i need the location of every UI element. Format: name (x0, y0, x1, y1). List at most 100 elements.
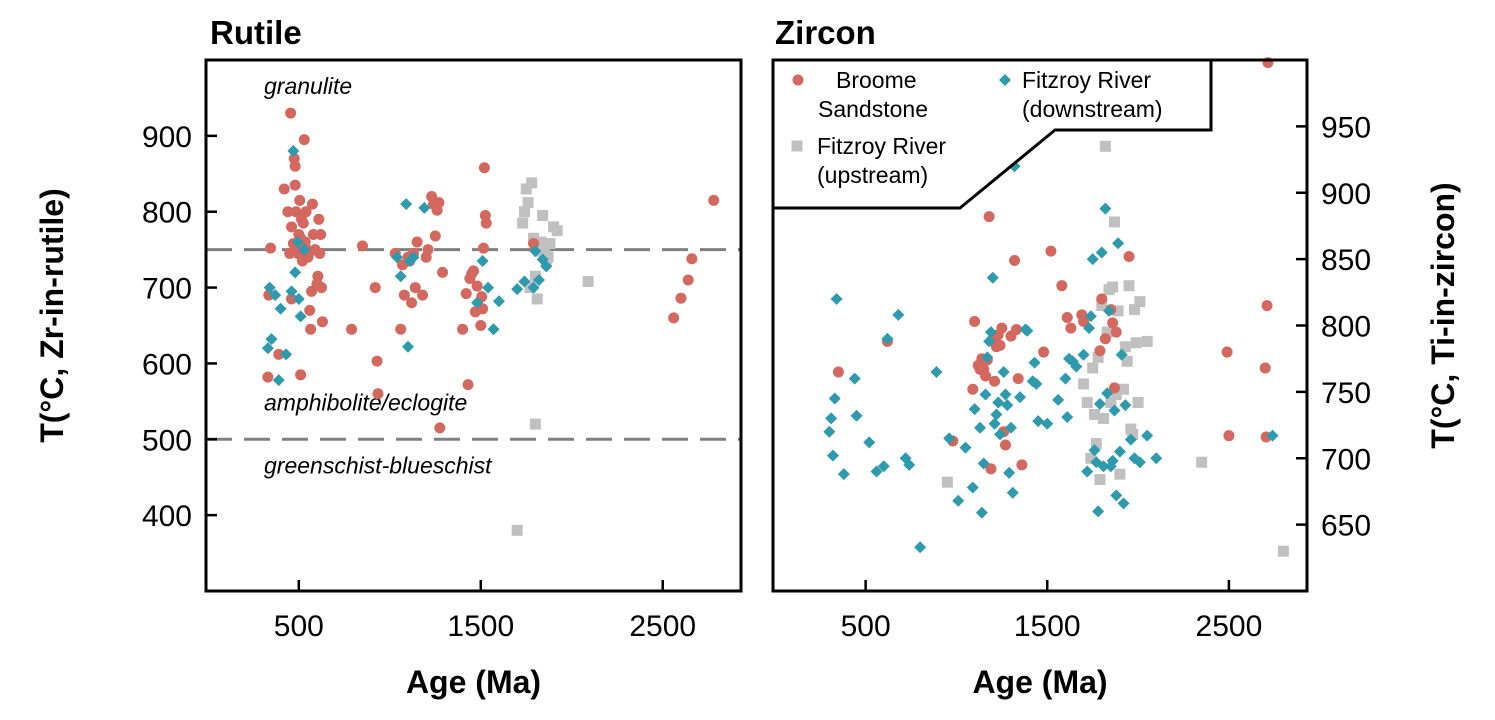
data-point (306, 198, 318, 210)
data-point (1133, 456, 1146, 469)
panel-rutile: Rutile granulite amphibolite/eclogite green… (34, 14, 743, 700)
data-point (1141, 429, 1154, 442)
data-point (999, 439, 1011, 451)
data-point (1101, 387, 1114, 400)
legend-box (771, 58, 1213, 210)
data-point (1097, 460, 1110, 473)
data-point (1105, 396, 1117, 408)
data-point (478, 162, 490, 174)
data-point (1108, 404, 1121, 417)
data-point (1078, 316, 1090, 328)
series-diamond (823, 160, 1279, 554)
data-point (1099, 202, 1112, 215)
data-point (1141, 335, 1153, 347)
data-point (1090, 438, 1102, 450)
data-point (823, 425, 836, 438)
data-point (1030, 377, 1043, 390)
legend: Broome Sandstone Fitzroy River (downstream)… (771, 58, 1213, 210)
data-point (282, 206, 294, 218)
data-point (930, 365, 943, 378)
data-point (476, 255, 489, 268)
data-point (391, 251, 404, 264)
data-point (551, 225, 563, 237)
data-point (850, 409, 863, 422)
data-point (287, 145, 300, 158)
data-point (369, 282, 381, 294)
data-point (1045, 245, 1057, 257)
data-point (1119, 341, 1131, 353)
data-point (1009, 254, 1021, 266)
data-point (529, 418, 541, 430)
y-tick-label: 700 (1321, 443, 1371, 476)
data-point (313, 213, 325, 225)
data-point (830, 292, 843, 305)
data-point (289, 179, 301, 191)
data-point (460, 288, 472, 300)
data-point (914, 541, 927, 554)
data-point (1124, 433, 1137, 446)
data-point (983, 335, 996, 348)
data-point (1121, 355, 1133, 367)
x-tick-label: 1500 (1014, 610, 1081, 643)
data-point (544, 238, 556, 250)
data-point (1108, 382, 1120, 394)
data-point (1117, 497, 1130, 510)
data-point (959, 441, 972, 454)
data-point (1081, 465, 1094, 478)
legend-marker (791, 140, 803, 152)
data-point (1223, 430, 1235, 442)
data-point (975, 506, 988, 519)
data-point (356, 240, 368, 252)
data-point (542, 251, 554, 263)
data-point (1266, 429, 1279, 442)
data-point (977, 457, 990, 470)
data-point (1085, 452, 1097, 464)
data-point (1123, 250, 1135, 262)
data-point (1119, 399, 1132, 412)
annotation-label: amphibolite/eclogite (264, 389, 467, 415)
data-point (1196, 456, 1208, 468)
x-tick-label: 1500 (447, 610, 514, 643)
data-point (825, 412, 838, 425)
data-point (1093, 397, 1106, 410)
data-point (979, 388, 992, 401)
data-point (1112, 305, 1124, 317)
data-point (478, 242, 490, 254)
data-point (434, 422, 446, 434)
y-tick-label: 700 (142, 273, 192, 306)
data-point (518, 275, 531, 288)
data-point (1101, 326, 1113, 338)
data-point (996, 322, 1008, 334)
data-point (952, 494, 965, 507)
data-point (1081, 396, 1093, 408)
data-point (967, 383, 979, 395)
y-tick-label: 900 (142, 121, 192, 154)
data-point (981, 351, 994, 364)
data-point (346, 323, 358, 335)
data-point (1014, 391, 1027, 404)
data-point (429, 230, 441, 242)
data-point (997, 365, 1010, 378)
data-point (520, 183, 532, 195)
data-point (1065, 322, 1077, 334)
data-point (1092, 351, 1104, 363)
data-point (315, 228, 327, 240)
data-point (487, 323, 500, 336)
data-point (1038, 346, 1050, 358)
data-point (1128, 304, 1140, 316)
series-square (511, 177, 594, 536)
data-point (437, 266, 449, 278)
data-point (492, 295, 505, 308)
legend-marker (792, 74, 804, 86)
data-point (468, 265, 479, 277)
data-point (1012, 373, 1024, 385)
data-point (265, 333, 278, 346)
data-point (274, 302, 287, 315)
data-point (433, 197, 445, 209)
data-point (314, 247, 326, 259)
data-point (1096, 293, 1108, 305)
data-point (1112, 237, 1125, 250)
data-point (1003, 466, 1016, 479)
data-point (837, 468, 850, 481)
data-point (999, 388, 1012, 401)
